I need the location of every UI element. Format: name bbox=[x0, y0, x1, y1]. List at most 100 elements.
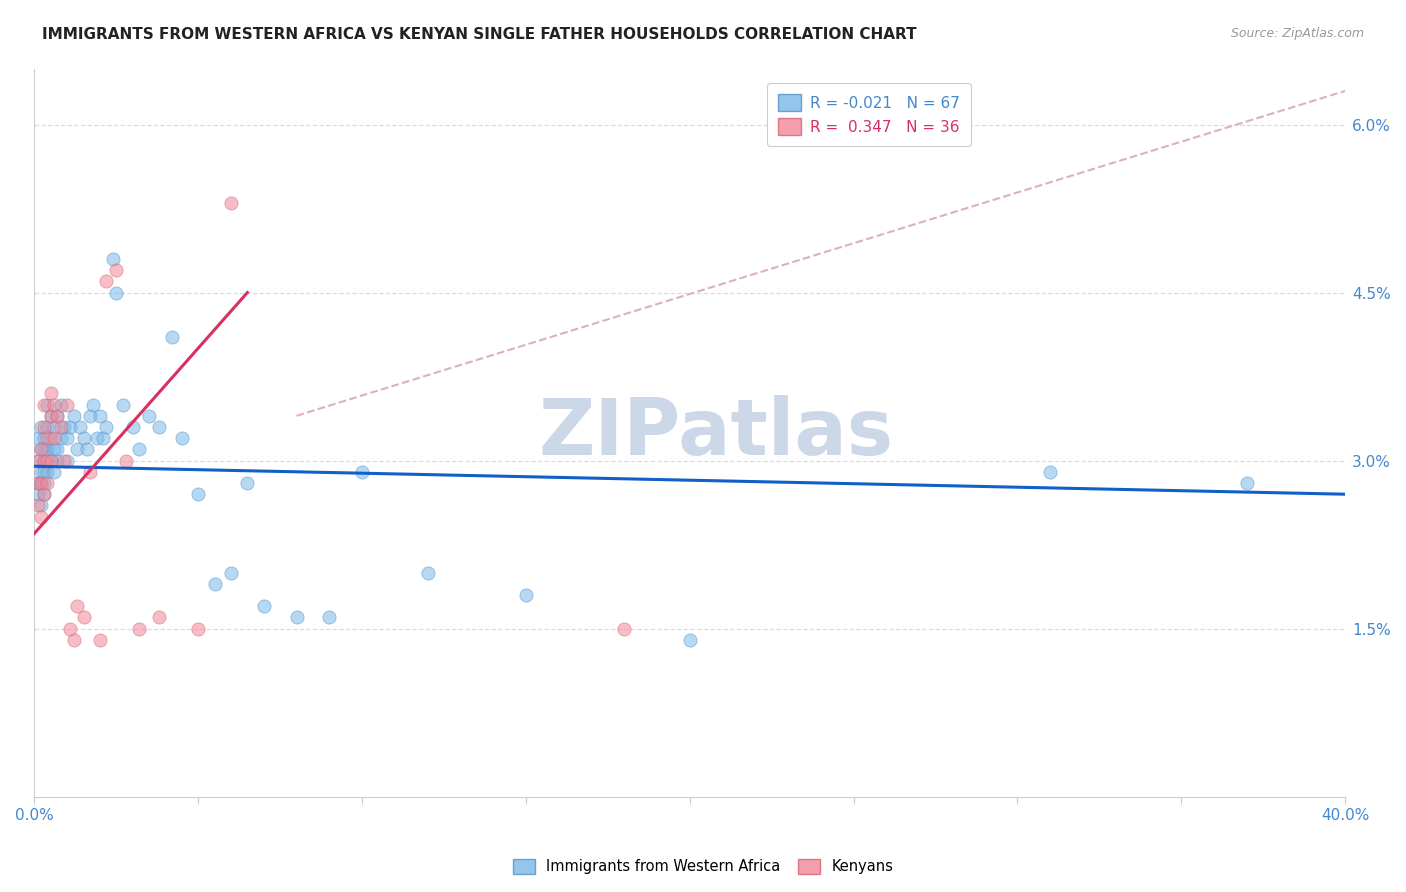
Point bbox=[49, 398, 72, 412]
Point bbox=[27, 453, 49, 467]
Point bbox=[72, 610, 94, 624]
Point bbox=[76, 442, 98, 457]
Legend: R = -0.021   N = 67, R =  0.347   N = 36: R = -0.021 N = 67, R = 0.347 N = 36 bbox=[768, 84, 970, 145]
Point bbox=[27, 475, 49, 490]
Point bbox=[46, 453, 69, 467]
Point bbox=[416, 566, 439, 580]
Point bbox=[89, 632, 111, 647]
Point bbox=[27, 431, 49, 445]
Point bbox=[32, 487, 55, 501]
Text: Source: ZipAtlas.com: Source: ZipAtlas.com bbox=[1230, 27, 1364, 40]
Point bbox=[89, 409, 111, 423]
Point bbox=[42, 420, 65, 434]
Point bbox=[39, 453, 62, 467]
Point bbox=[105, 263, 128, 277]
Point bbox=[219, 566, 242, 580]
Point bbox=[219, 196, 242, 211]
Point bbox=[66, 599, 89, 614]
Point bbox=[253, 599, 276, 614]
Point bbox=[30, 499, 52, 513]
Text: IMMIGRANTS FROM WESTERN AFRICA VS KENYAN SINGLE FATHER HOUSEHOLDS CORRELATION CH: IMMIGRANTS FROM WESTERN AFRICA VS KENYAN… bbox=[42, 27, 917, 42]
Point bbox=[138, 409, 160, 423]
Point bbox=[37, 465, 59, 479]
Point bbox=[37, 453, 59, 467]
Point bbox=[59, 420, 82, 434]
Point bbox=[285, 610, 308, 624]
Point bbox=[56, 453, 79, 467]
Point bbox=[204, 577, 226, 591]
Point bbox=[66, 442, 89, 457]
Point bbox=[30, 509, 52, 524]
Point bbox=[32, 475, 55, 490]
Point bbox=[39, 409, 62, 423]
Point bbox=[30, 475, 52, 490]
Point bbox=[39, 453, 62, 467]
Point bbox=[30, 442, 52, 457]
Text: ZIPatlas: ZIPatlas bbox=[538, 394, 893, 471]
Point bbox=[187, 487, 209, 501]
Point bbox=[318, 610, 340, 624]
Point bbox=[121, 420, 143, 434]
Point bbox=[82, 398, 104, 412]
Point bbox=[32, 453, 55, 467]
Point bbox=[37, 442, 59, 457]
Point bbox=[37, 431, 59, 445]
Point bbox=[30, 465, 52, 479]
Point bbox=[72, 431, 94, 445]
Point bbox=[42, 465, 65, 479]
Point bbox=[32, 487, 55, 501]
Point bbox=[111, 398, 134, 412]
Point bbox=[69, 420, 91, 434]
Point bbox=[32, 420, 55, 434]
Point bbox=[46, 409, 69, 423]
Point bbox=[32, 442, 55, 457]
Point bbox=[46, 442, 69, 457]
Point bbox=[62, 632, 84, 647]
Point bbox=[39, 386, 62, 401]
Point bbox=[86, 431, 108, 445]
Point bbox=[49, 431, 72, 445]
Point bbox=[32, 398, 55, 412]
Point bbox=[128, 442, 150, 457]
Point bbox=[170, 431, 193, 445]
Point bbox=[52, 453, 75, 467]
Point bbox=[79, 465, 101, 479]
Point bbox=[128, 622, 150, 636]
Point bbox=[52, 420, 75, 434]
Point bbox=[515, 588, 537, 602]
Point bbox=[187, 622, 209, 636]
Point bbox=[613, 622, 636, 636]
Point bbox=[30, 475, 52, 490]
Point bbox=[1039, 465, 1062, 479]
Point bbox=[79, 409, 101, 423]
Point bbox=[30, 442, 52, 457]
Legend: Immigrants from Western Africa, Kenyans: Immigrants from Western Africa, Kenyans bbox=[506, 853, 900, 880]
Point bbox=[1236, 475, 1258, 490]
Point bbox=[27, 487, 49, 501]
Point bbox=[37, 398, 59, 412]
Point bbox=[148, 420, 170, 434]
Point bbox=[62, 409, 84, 423]
Point bbox=[49, 420, 72, 434]
Point bbox=[42, 431, 65, 445]
Point bbox=[56, 398, 79, 412]
Point bbox=[37, 420, 59, 434]
Point bbox=[679, 632, 702, 647]
Point bbox=[148, 610, 170, 624]
Point bbox=[160, 330, 183, 344]
Point bbox=[39, 409, 62, 423]
Point bbox=[27, 453, 49, 467]
Point bbox=[30, 420, 52, 434]
Point bbox=[32, 431, 55, 445]
Point bbox=[37, 475, 59, 490]
Point bbox=[352, 465, 374, 479]
Point bbox=[27, 499, 49, 513]
Point bbox=[32, 453, 55, 467]
Point bbox=[56, 431, 79, 445]
Point bbox=[46, 409, 69, 423]
Point bbox=[42, 398, 65, 412]
Point bbox=[27, 475, 49, 490]
Point bbox=[59, 622, 82, 636]
Point bbox=[96, 274, 118, 288]
Point bbox=[96, 420, 118, 434]
